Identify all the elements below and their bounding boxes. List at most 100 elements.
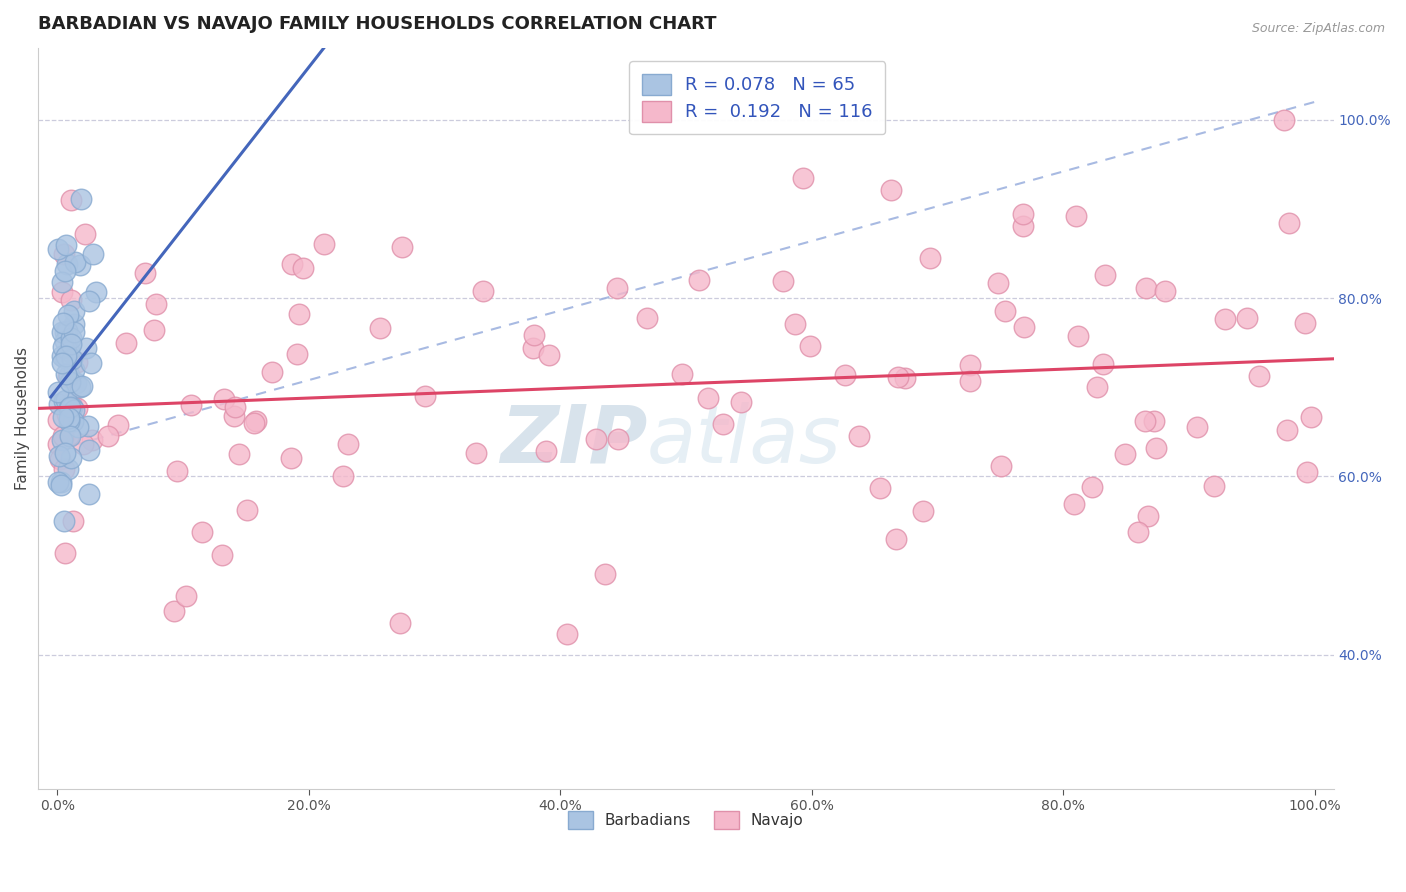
Point [887,369,910,384]
Point [713,417,735,431]
Point [53,351,76,366]
Point [62,514,84,528]
Point [1272,112,1295,127]
Point [52,409,75,424]
Point [211,548,233,562]
Point [191,524,214,539]
Point [1299,410,1322,425]
Point [51,356,73,370]
Point [59,400,82,414]
Point [391,240,413,254]
Point [56,461,79,475]
Point [285,347,308,361]
Point [48,449,70,463]
Point [82,247,104,261]
Point [77,442,100,457]
Point [555,626,578,640]
Point [52,429,75,443]
Point [55,324,77,338]
Point [63,303,86,318]
Point [884,533,907,547]
Point [51,349,73,363]
Point [1012,320,1035,334]
Legend: Barbadians, Navajo: Barbadians, Navajo [561,804,811,837]
Point [799,339,821,353]
Point [58,411,80,425]
Point [55,349,77,363]
Point [75,341,97,355]
Point [46,384,69,399]
Point [472,284,495,298]
Point [72,437,94,451]
Point [53,462,76,476]
Point [73,227,96,242]
Point [72,379,94,393]
Point [60,293,83,307]
Point [66,401,89,415]
Point [60,400,83,414]
Point [959,358,981,372]
Point [59,193,82,207]
Point [848,429,870,443]
Point [228,447,250,461]
Point [1094,268,1116,283]
Point [585,432,607,446]
Point [134,266,156,280]
Point [337,437,360,451]
Point [1247,368,1270,383]
Point [537,348,560,362]
Point [1012,206,1035,220]
Point [1295,465,1317,479]
Point [671,367,693,381]
Point [58,427,80,442]
Point [53,334,76,348]
Point [894,371,917,385]
Point [1275,423,1298,437]
Point [281,257,304,271]
Point [69,259,91,273]
Point [52,316,75,330]
Point [388,615,411,630]
Point [59,396,82,410]
Point [1067,329,1090,343]
Point [879,183,901,197]
Point [174,589,197,603]
Point [55,368,77,382]
Point [413,389,436,403]
Y-axis label: Family Households: Family Households [15,347,30,490]
Point [1213,312,1236,326]
Point [606,433,628,447]
Point [1092,357,1115,371]
Point [56,308,79,322]
Point [636,310,658,325]
Point [77,419,100,434]
Point [1011,219,1033,233]
Point [143,323,166,337]
Point [730,394,752,409]
Point [63,403,86,417]
Point [1154,285,1177,299]
Point [1136,509,1159,524]
Point [1066,209,1088,223]
Point [49,478,72,492]
Point [606,280,628,294]
Point [166,464,188,478]
Point [912,504,935,518]
Point [1085,379,1108,393]
Point [46,437,69,451]
Point [59,331,82,345]
Point [292,260,315,275]
Point [145,297,167,311]
Point [48,397,70,411]
Point [245,414,267,428]
Point [987,276,1010,290]
Point [1278,216,1301,230]
Point [288,307,311,321]
Point [522,342,544,356]
Text: ZIP: ZIP [499,401,647,480]
Point [990,458,1012,473]
Point [180,398,202,412]
Point [58,401,80,415]
Point [46,413,69,427]
Point [280,450,302,465]
